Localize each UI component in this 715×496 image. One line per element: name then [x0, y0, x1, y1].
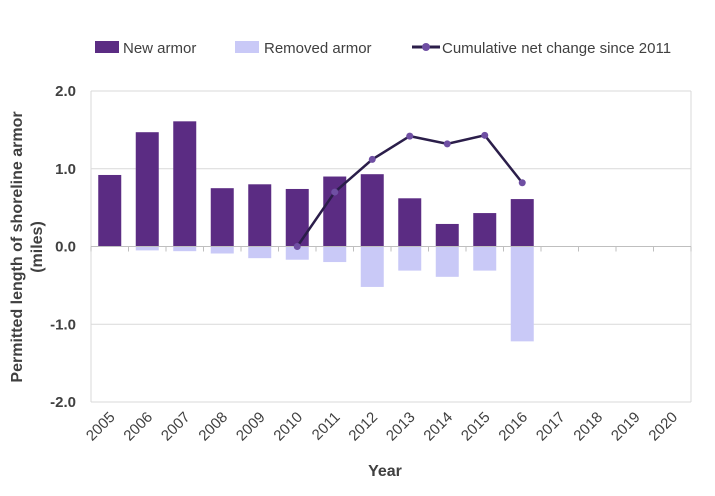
x-tick-label-2005: 2005 [83, 409, 119, 445]
bar-new-armor-2014 [435, 223, 459, 247]
bar-removed-armor-2009 [248, 246, 272, 259]
legend-marker-cumulative [422, 43, 430, 51]
cumulative-point-2014 [443, 140, 451, 148]
bars [98, 121, 534, 342]
bar-new-armor-2015 [473, 213, 497, 247]
bar-new-armor-2013 [398, 198, 422, 247]
x-tick-label-2014: 2014 [420, 409, 456, 445]
bar-new-armor-2009 [248, 184, 272, 247]
legend: New armor Removed armor Cumulative net c… [95, 40, 671, 57]
x-tick-label-2009: 2009 [233, 409, 269, 445]
x-tick-label-2012: 2012 [345, 409, 381, 445]
axes [90, 246, 692, 252]
bar-removed-armor-2013 [398, 246, 422, 271]
x-tick-label-2008: 2008 [195, 409, 231, 445]
x-tick-labels: 2005 2006 2007 2008 2009 2010 2011 2012 2013 2014… [83, 409, 681, 445]
bar-removed-armor-2008 [210, 246, 234, 254]
legend-swatch-new-armor [95, 41, 119, 53]
bar-removed-armor-2006 [135, 246, 159, 251]
y-tick-label: -1.0 [50, 316, 76, 333]
bar-removed-armor-2015 [473, 246, 497, 271]
cumulative-point-2016 [518, 179, 526, 187]
cumulative-line [293, 131, 526, 250]
x-tick-label-2018: 2018 [570, 409, 606, 445]
legend-label-removed-armor: Removed armor [264, 40, 372, 57]
bar-new-armor-2007 [173, 121, 197, 247]
y-tick-label: 0.0 [55, 239, 76, 256]
bar-removed-armor-2011 [323, 246, 347, 263]
cumulative-point-2013 [406, 132, 414, 140]
bar-new-armor-2011 [323, 176, 347, 247]
bar-removed-armor-2007 [173, 246, 197, 252]
x-axis-title: Year [368, 463, 402, 480]
y-axis-title-line-1: Permitted length of shoreline armor [9, 111, 26, 382]
bar-removed-armor-2016 [510, 246, 534, 342]
x-tick-label-2015: 2015 [458, 409, 494, 445]
x-tick-label-2019: 2019 [608, 409, 644, 445]
y-axis-title-line-2: (miles) [29, 221, 46, 273]
y-tick-label: 2.0 [55, 83, 76, 100]
cumulative-point-2012 [368, 155, 376, 163]
x-tick-label-2007: 2007 [158, 409, 194, 445]
x-tick-label-2016: 2016 [495, 409, 531, 445]
bar-new-armor-2008 [210, 188, 234, 247]
legend-label-cumulative: Cumulative net change since 2011 [442, 40, 671, 57]
bar-new-armor-2010 [285, 188, 309, 247]
x-tick-label-2006: 2006 [120, 409, 156, 445]
legend-swatch-removed-armor [235, 41, 259, 53]
x-tick-label-2010: 2010 [270, 409, 306, 445]
bar-new-armor-2012 [360, 174, 384, 247]
cumulative-point-2011 [331, 188, 339, 196]
y-axis-title: Permitted length of shoreline armor (mil… [9, 111, 46, 382]
bar-new-armor-2006 [135, 132, 159, 247]
x-tick-label-2011: 2011 [309, 409, 344, 444]
bar-new-armor-2005 [98, 174, 122, 247]
legend-label-new-armor: New armor [123, 40, 196, 57]
x-tick-label-2013: 2013 [383, 409, 419, 445]
y-tick-labels: -2.0 -1.0 0.0 1.0 2.0 [50, 83, 76, 411]
y-tick-label: 1.0 [55, 161, 76, 178]
y-tick-label: -2.0 [50, 394, 76, 411]
bar-new-armor-2016 [510, 199, 534, 247]
cumulative-point-2010 [293, 243, 301, 250]
x-tick-label-2020: 2020 [645, 409, 681, 445]
bar-removed-armor-2014 [435, 246, 459, 277]
bar-removed-armor-2010 [285, 246, 309, 260]
x-tick-label-2017: 2017 [533, 409, 569, 445]
cumulative-point-2015 [481, 131, 489, 139]
bar-removed-armor-2012 [360, 246, 384, 287]
